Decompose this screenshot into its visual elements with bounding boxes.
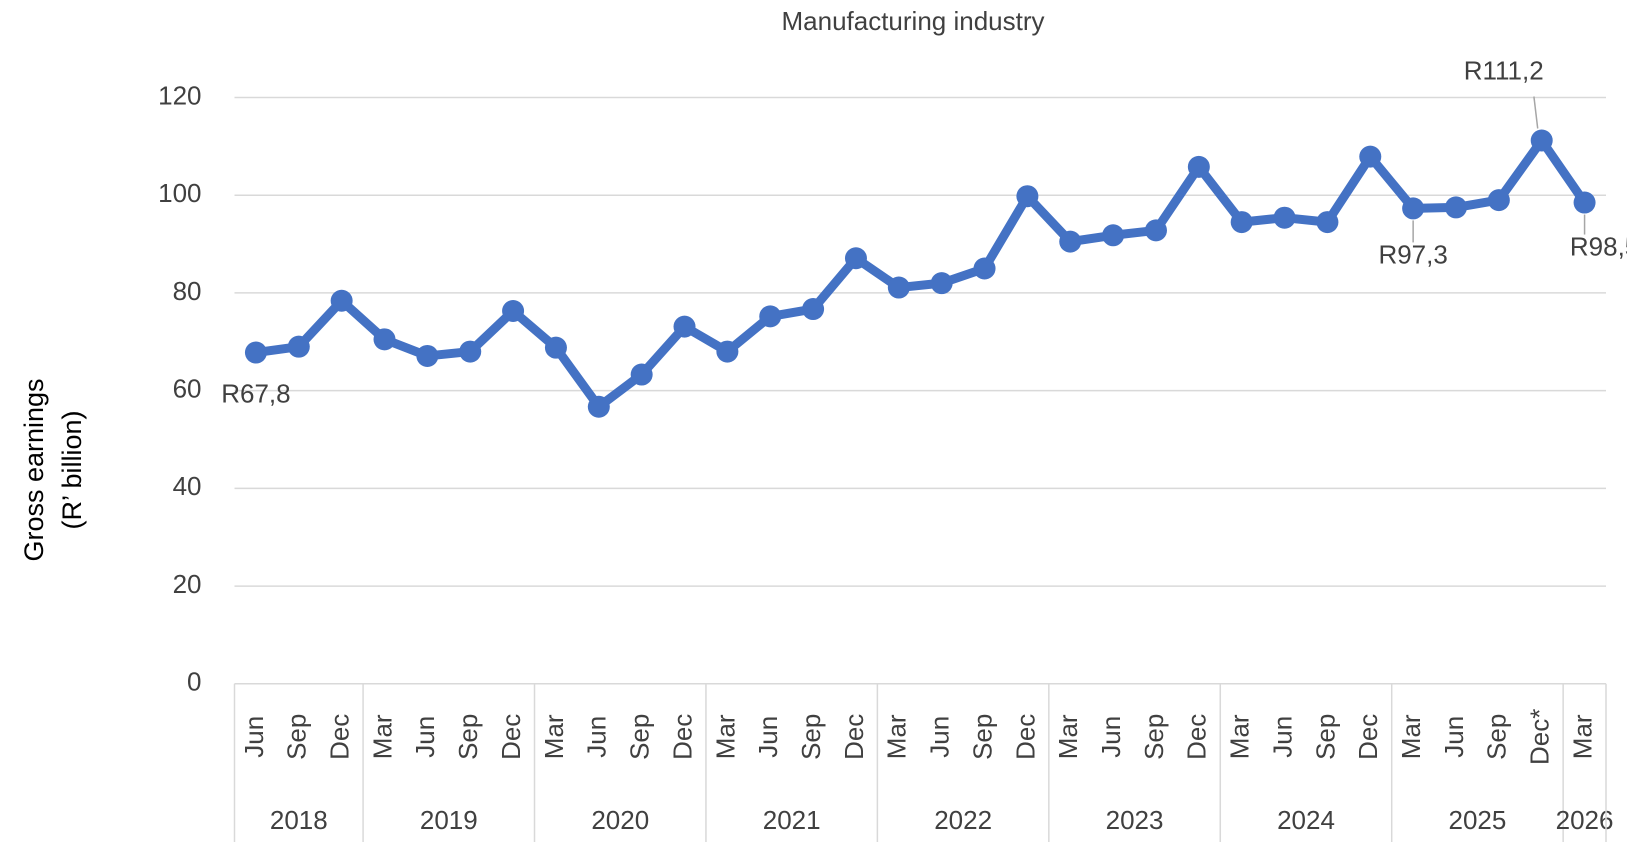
data-point (1059, 230, 1082, 253)
leader-line (1533, 96, 1539, 129)
data-point (887, 276, 910, 299)
year-label: 2019 (420, 805, 478, 835)
year-label: 2021 (763, 805, 821, 835)
y-tick-label: 40 (173, 471, 202, 501)
data-point (1230, 211, 1253, 234)
data-point (1316, 211, 1339, 234)
year-label: 2022 (934, 805, 992, 835)
x-tick-label: Mar (367, 714, 397, 759)
x-tick-label: Dec (1010, 714, 1040, 760)
x-tick-label: Sep (282, 714, 312, 760)
year-label: 2026 (1556, 805, 1614, 835)
data-point (502, 300, 525, 323)
year-label: 2025 (1449, 805, 1507, 835)
x-tick-label: Mar (1225, 714, 1255, 759)
chart-title: Manufacturing industry (781, 6, 1044, 36)
x-tick-label: Jun (753, 716, 783, 758)
y-tick-label: 20 (173, 569, 202, 599)
data-point (1102, 224, 1125, 247)
data-label: R67,8 (221, 378, 290, 408)
x-tick-label: Dec (1182, 714, 1212, 760)
year-label: 2020 (591, 805, 649, 835)
y-axis-title: Gross earnings (19, 378, 49, 561)
data-point (930, 272, 953, 295)
x-tick-label: Mar (1567, 714, 1597, 759)
data-point (1530, 129, 1553, 152)
data-point (1016, 185, 1039, 208)
x-tick-label: Sep (1139, 714, 1169, 760)
data-point (1144, 219, 1167, 242)
data-point (459, 340, 482, 363)
year-label: 2018 (270, 805, 328, 835)
data-point (1187, 155, 1210, 178)
year-label: 2024 (1277, 805, 1335, 835)
data-point (373, 328, 396, 351)
x-tick-label: Sep (1310, 714, 1340, 760)
x-tick-label: Dec (839, 714, 869, 760)
data-point (1487, 189, 1510, 212)
data-point (330, 289, 353, 312)
data-label: R97,3 (1378, 239, 1447, 269)
year-label: 2023 (1106, 805, 1164, 835)
x-tick-label: Sep (625, 714, 655, 760)
x-tick-label: Jun (410, 716, 440, 758)
x-tick-label: Sep (453, 714, 483, 760)
data-line (255, 135, 1589, 412)
x-tick-label: Mar (539, 714, 569, 759)
data-point (673, 315, 696, 338)
data-point (1402, 197, 1425, 220)
data-point (716, 340, 739, 363)
y-tick-label: 60 (173, 374, 202, 404)
x-tick-label: Jun (1439, 716, 1469, 758)
x-tick-label: Dec* (1525, 709, 1555, 765)
data-label: R98,5 (1570, 231, 1627, 261)
x-tick-label: Jun (925, 716, 955, 758)
x-tick-label: Mar (882, 714, 912, 759)
data-point (802, 298, 825, 321)
x-tick-label: Sep (796, 714, 826, 760)
data-point (587, 395, 610, 418)
x-tick-label: Dec (1353, 714, 1383, 760)
y-axis-title: (R’ billion) (57, 410, 87, 529)
data-point (416, 344, 439, 367)
x-tick-label: Dec (496, 714, 526, 760)
y-tick-label: 80 (173, 276, 202, 306)
data-label: R111,2 (1464, 55, 1544, 85)
data-point (844, 247, 867, 270)
y-tick-label: 100 (158, 178, 201, 208)
data-point (759, 305, 782, 328)
data-point (1359, 145, 1382, 168)
x-tick-label: Jun (1267, 716, 1297, 758)
x-tick-label: Sep (1482, 714, 1512, 760)
data-point (973, 257, 996, 280)
x-tick-label: Dec (325, 714, 355, 760)
data-point (1444, 196, 1467, 219)
data-point (244, 341, 267, 364)
x-tick-label: Mar (1053, 714, 1083, 759)
x-tick-label: Sep (967, 714, 997, 760)
x-tick-label: Jun (239, 716, 269, 758)
x-tick-label: Dec (667, 714, 697, 760)
data-point (544, 336, 567, 359)
y-tick-label: 0 (187, 667, 201, 697)
data-point (1273, 206, 1296, 229)
x-tick-label: Jun (582, 716, 612, 758)
y-tick-label: 120 (158, 80, 201, 110)
data-point (287, 335, 310, 358)
data-point (630, 363, 653, 386)
data-point (1573, 191, 1596, 214)
x-tick-label: Mar (710, 714, 740, 759)
x-tick-label: Jun (1096, 716, 1126, 758)
x-tick-label: Mar (1396, 714, 1426, 759)
